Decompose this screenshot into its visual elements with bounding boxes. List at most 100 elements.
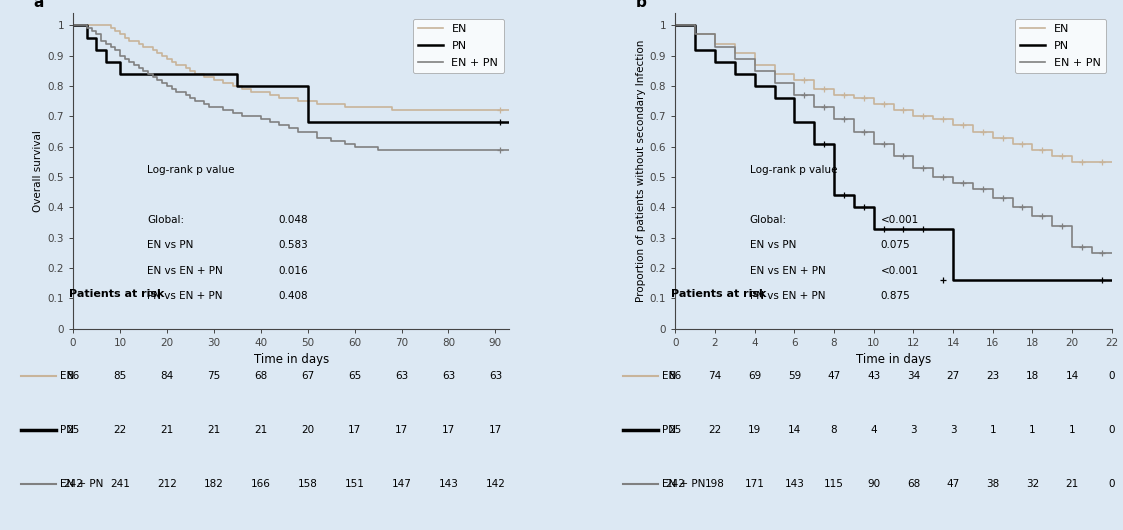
- Text: 74: 74: [709, 371, 722, 381]
- Text: 65: 65: [348, 371, 362, 381]
- Text: 143: 143: [438, 479, 458, 489]
- Text: 0.016: 0.016: [279, 266, 308, 276]
- Text: 75: 75: [207, 371, 220, 381]
- Text: 23: 23: [986, 371, 999, 381]
- Text: 0.408: 0.408: [279, 291, 308, 301]
- Text: 151: 151: [345, 479, 365, 489]
- Text: EN + PN: EN + PN: [663, 479, 705, 489]
- Text: 212: 212: [157, 479, 176, 489]
- Text: 0.048: 0.048: [279, 215, 308, 225]
- Text: 0: 0: [1108, 425, 1115, 435]
- Text: 47: 47: [828, 371, 841, 381]
- Text: 43: 43: [867, 371, 880, 381]
- Text: 20: 20: [301, 425, 314, 435]
- Text: 59: 59: [787, 371, 801, 381]
- Text: a: a: [34, 0, 44, 10]
- Text: 21: 21: [1066, 479, 1079, 489]
- Text: 0.583: 0.583: [279, 240, 308, 250]
- Text: 171: 171: [745, 479, 765, 489]
- Text: 3: 3: [910, 425, 916, 435]
- Text: 1: 1: [1029, 425, 1035, 435]
- Text: 25: 25: [668, 425, 682, 435]
- Text: 0.075: 0.075: [880, 240, 910, 250]
- Text: PN: PN: [663, 425, 676, 435]
- Text: 68: 68: [254, 371, 267, 381]
- Text: EN vs EN + PN: EN vs EN + PN: [147, 266, 223, 276]
- Text: 63: 63: [441, 371, 455, 381]
- Text: 22: 22: [113, 425, 127, 435]
- Text: EN vs EN + PN: EN vs EN + PN: [749, 266, 825, 276]
- Text: <0.001: <0.001: [880, 215, 919, 225]
- Text: b: b: [636, 0, 647, 10]
- Text: EN vs PN: EN vs PN: [749, 240, 796, 250]
- Text: PN vs EN + PN: PN vs EN + PN: [147, 291, 222, 301]
- Text: Global:: Global:: [147, 215, 184, 225]
- Text: 242: 242: [63, 479, 83, 489]
- Text: Patients at risk: Patients at risk: [69, 289, 164, 299]
- Y-axis label: Proportion of patients without secondary Infection: Proportion of patients without secondary…: [636, 40, 646, 302]
- Text: EN vs PN: EN vs PN: [147, 240, 193, 250]
- Text: 14: 14: [787, 425, 801, 435]
- Text: 84: 84: [161, 371, 173, 381]
- Legend: EN, PN, EN + PN: EN, PN, EN + PN: [412, 19, 504, 73]
- Text: 3: 3: [950, 425, 957, 435]
- Text: 182: 182: [204, 479, 223, 489]
- Text: 27: 27: [947, 371, 960, 381]
- Text: EN: EN: [663, 371, 676, 381]
- Text: 1: 1: [989, 425, 996, 435]
- Text: 18: 18: [1025, 371, 1039, 381]
- X-axis label: Time in days: Time in days: [254, 353, 329, 366]
- Text: 198: 198: [705, 479, 725, 489]
- Text: 19: 19: [748, 425, 761, 435]
- Text: 63: 63: [395, 371, 408, 381]
- Text: 68: 68: [906, 479, 920, 489]
- Y-axis label: Overall survival: Overall survival: [34, 130, 44, 212]
- Text: 17: 17: [441, 425, 455, 435]
- Text: 63: 63: [489, 371, 502, 381]
- Text: 115: 115: [824, 479, 844, 489]
- Text: 21: 21: [254, 425, 267, 435]
- Text: 241: 241: [110, 479, 130, 489]
- Text: PN: PN: [60, 425, 74, 435]
- Text: 17: 17: [348, 425, 362, 435]
- Text: 158: 158: [298, 479, 318, 489]
- Text: 143: 143: [784, 479, 804, 489]
- Text: Log-rank p value: Log-rank p value: [749, 165, 837, 174]
- Text: 86: 86: [668, 371, 682, 381]
- Text: Log-rank p value: Log-rank p value: [147, 165, 235, 174]
- Text: 4: 4: [870, 425, 877, 435]
- Text: 69: 69: [748, 371, 761, 381]
- Text: 0: 0: [1108, 479, 1115, 489]
- Legend: EN, PN, EN + PN: EN, PN, EN + PN: [1015, 19, 1106, 73]
- Text: 0: 0: [1108, 371, 1115, 381]
- Text: 142: 142: [485, 479, 505, 489]
- Text: 17: 17: [395, 425, 408, 435]
- Text: 86: 86: [66, 371, 80, 381]
- Text: 14: 14: [1066, 371, 1079, 381]
- Text: 90: 90: [867, 479, 880, 489]
- Text: PN vs EN + PN: PN vs EN + PN: [749, 291, 825, 301]
- Text: 166: 166: [250, 479, 271, 489]
- Text: 22: 22: [709, 425, 722, 435]
- Text: 242: 242: [665, 479, 685, 489]
- Text: Global:: Global:: [749, 215, 786, 225]
- Text: 34: 34: [906, 371, 920, 381]
- Text: 0.875: 0.875: [880, 291, 911, 301]
- Text: 147: 147: [392, 479, 411, 489]
- Text: 67: 67: [301, 371, 314, 381]
- Text: 8: 8: [831, 425, 838, 435]
- Text: 47: 47: [947, 479, 960, 489]
- Text: 17: 17: [489, 425, 502, 435]
- Text: 38: 38: [986, 479, 999, 489]
- Text: Patients at risk: Patients at risk: [670, 289, 766, 299]
- Text: <0.001: <0.001: [880, 266, 919, 276]
- Text: 21: 21: [161, 425, 173, 435]
- Text: 32: 32: [1025, 479, 1039, 489]
- X-axis label: Time in days: Time in days: [856, 353, 931, 366]
- Text: 85: 85: [113, 371, 127, 381]
- Text: EN: EN: [60, 371, 74, 381]
- Text: 21: 21: [207, 425, 220, 435]
- Text: EN + PN: EN + PN: [60, 479, 103, 489]
- Text: 25: 25: [66, 425, 80, 435]
- Text: 1: 1: [1069, 425, 1076, 435]
